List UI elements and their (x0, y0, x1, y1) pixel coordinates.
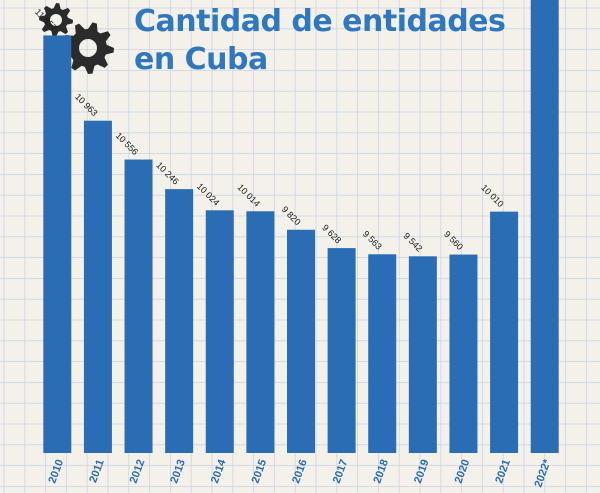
gears-icon (39, 3, 114, 74)
bar (408, 256, 437, 453)
bar (327, 248, 356, 453)
bar (368, 254, 397, 453)
category-label: 2021 (493, 458, 513, 485)
category-label: 2010 (46, 458, 66, 485)
category-labels: 2010 2011 2012 2013 2014 2015 2016 2017 2018 2019… (46, 457, 553, 489)
category-label: 2020 (453, 458, 473, 485)
value-label: 9 628 (320, 222, 343, 245)
gear-shape (62, 22, 114, 74)
category-label: 2015 (250, 458, 270, 485)
bar (205, 210, 234, 453)
gear-shape (39, 3, 73, 37)
value-label: 10 963 (73, 92, 100, 119)
category-label: 2016 (290, 458, 310, 485)
bar (490, 211, 519, 453)
value-label: 10 246 (154, 160, 181, 187)
bar (246, 211, 275, 453)
category-label: 2017 (331, 458, 351, 485)
bar (449, 254, 478, 453)
category-label: 2012 (128, 458, 148, 485)
value-label: 10 010 (479, 183, 506, 210)
bar (83, 120, 112, 454)
bar (287, 229, 315, 453)
category-label: 2022* (532, 457, 553, 489)
value-label: 9 563 (361, 229, 384, 252)
bar (165, 189, 194, 453)
chart-title-line-1: Cantidad de entidades (134, 4, 506, 39)
value-label: 10 024 (195, 181, 222, 208)
value-label: 10 556 (114, 130, 141, 157)
category-label: 2019 (412, 458, 432, 485)
category-label: 2011 (87, 458, 106, 485)
category-label: 2013 (168, 458, 188, 485)
value-label: 9 542 (401, 231, 424, 254)
bar (530, 0, 559, 454)
category-label: 2018 (371, 458, 391, 485)
bar (124, 159, 153, 453)
bar (43, 35, 72, 453)
chart-title-line-2: en Cuba (134, 42, 268, 77)
bars (43, 0, 559, 454)
